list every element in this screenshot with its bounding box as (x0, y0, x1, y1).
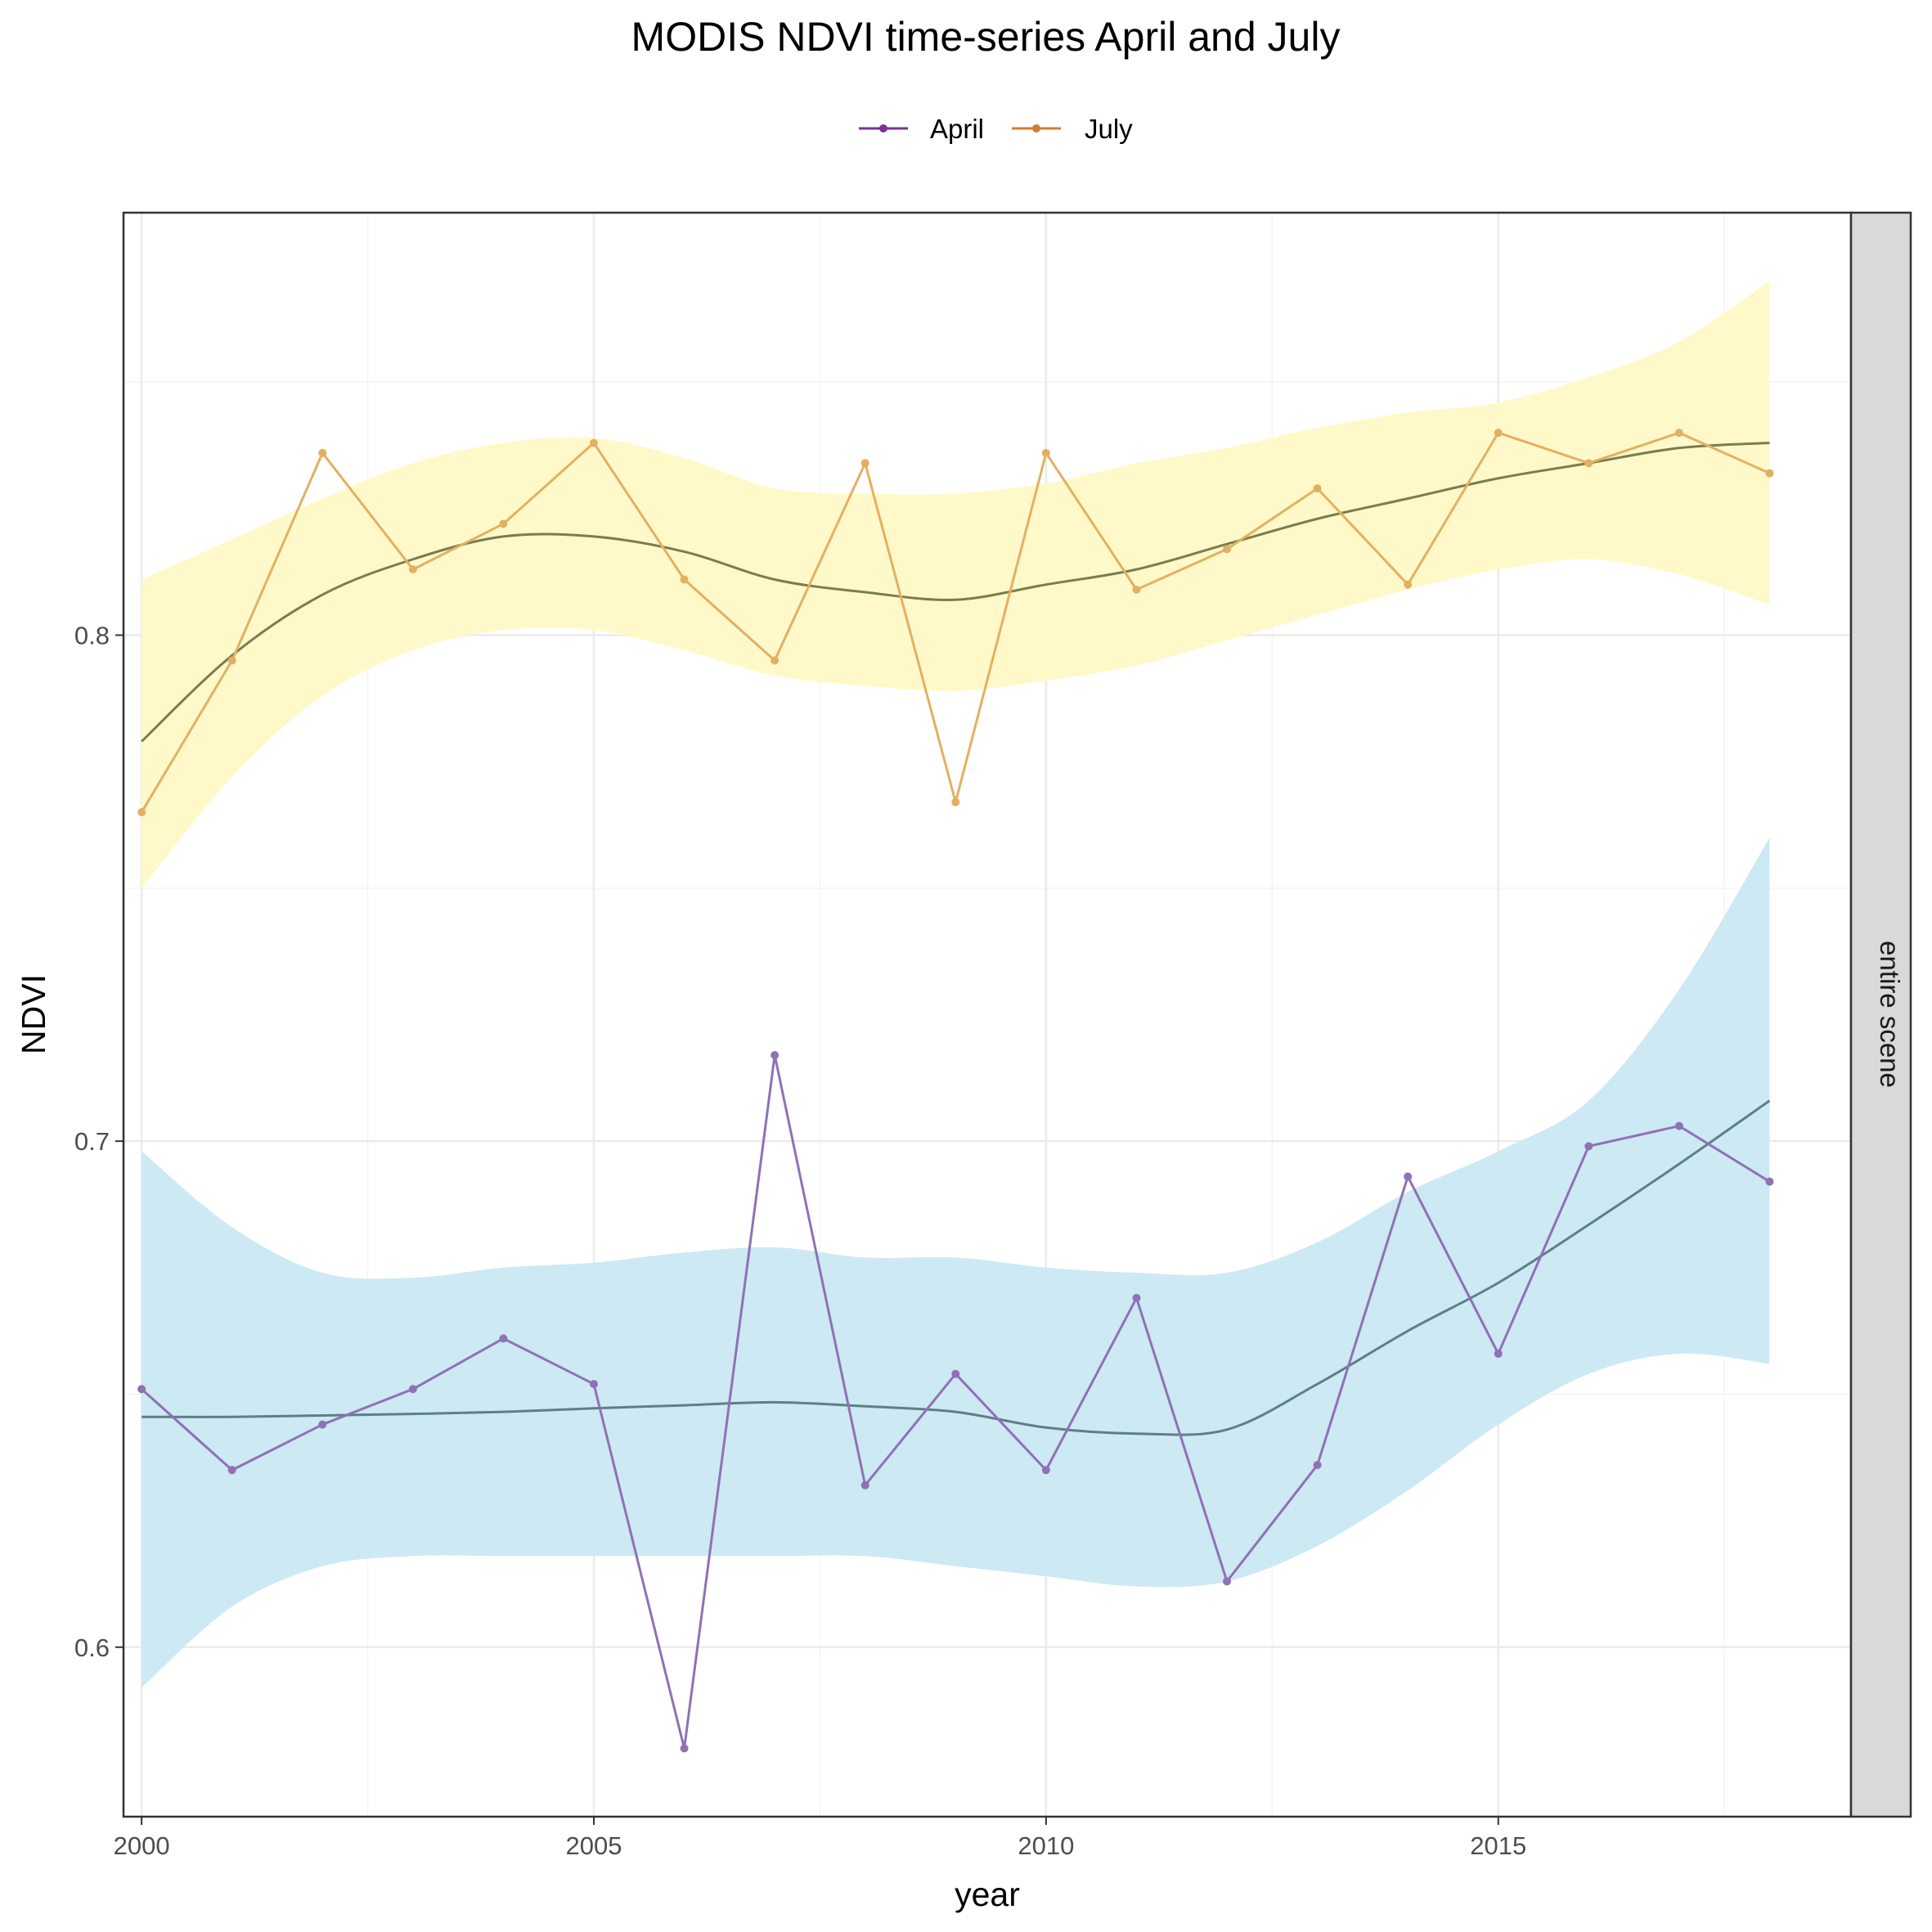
july-data-point (318, 448, 327, 457)
legend: April July (859, 114, 1133, 144)
april-data-point (1313, 1461, 1322, 1470)
april-data-point (318, 1420, 327, 1429)
y-tick-label: 0.8 (74, 622, 110, 650)
july-data-point (1223, 545, 1232, 554)
july-smooth-line (141, 441, 1770, 743)
july-data-point (771, 656, 780, 665)
july-data-point (589, 438, 598, 447)
july-data-point (137, 808, 146, 817)
april-data-point (227, 1466, 236, 1475)
data-series (137, 429, 1774, 1753)
july-data-point (680, 575, 689, 584)
april-data-point (860, 1480, 869, 1489)
april-data-point (589, 1380, 598, 1389)
x-tick-label: 2010 (1018, 1831, 1074, 1860)
chart-title: MODIS NDVI time-series April and July (631, 14, 1341, 60)
july-data-point (499, 519, 508, 528)
july-data-point (1674, 429, 1683, 438)
july-data-point (860, 459, 869, 468)
july-data-point (1765, 469, 1774, 478)
y-tick-label: 0.7 (74, 1127, 110, 1156)
x-tick-label: 2000 (114, 1831, 170, 1860)
axes: 2000 2005 2010 2015 0.6 0.7 0.8 (74, 622, 1526, 1860)
legend-april-label: April (930, 114, 984, 144)
april-data-point (1494, 1349, 1503, 1358)
legend-april-point (879, 124, 887, 133)
april-data-point (680, 1744, 689, 1753)
july-data-point (227, 656, 236, 665)
july-data-point (951, 798, 960, 806)
july-confidence-band (142, 281, 1770, 888)
july-data-point (1404, 580, 1413, 589)
april-data-point (1584, 1142, 1593, 1151)
april-data-point (1674, 1121, 1683, 1130)
july-data-point (1132, 585, 1141, 594)
july-data-point (1041, 448, 1050, 457)
facet-strip-box (1849, 211, 1912, 1818)
april-confidence-band (142, 837, 1770, 1688)
april-data-point (1041, 1466, 1050, 1475)
july-data-point (1584, 459, 1593, 468)
april-data-point (771, 1050, 780, 1059)
legend-july-point (1032, 124, 1040, 133)
y-axis-title: NDVI (15, 974, 52, 1054)
april-data-point (1404, 1172, 1413, 1181)
smooth-lines (141, 441, 1771, 1436)
legend-july-label: July (1085, 114, 1133, 144)
confidence-bands (142, 281, 1770, 1688)
july-data-point (408, 565, 417, 574)
april-data-point (951, 1369, 960, 1378)
x-tick-label: 2005 (566, 1831, 622, 1860)
facet-strip-label: entire scene (1875, 941, 1905, 1088)
x-tick-label: 2015 (1470, 1831, 1526, 1860)
y-tick-label: 0.6 (74, 1633, 110, 1662)
july-data-point (1313, 484, 1322, 493)
july-data-point (1494, 429, 1503, 438)
april-data-point (1223, 1577, 1232, 1586)
facet-strip: entire scene (1849, 211, 1912, 1818)
april-data-point (137, 1385, 146, 1394)
april-smooth-line (142, 1099, 1771, 1436)
april-data-point (1132, 1293, 1141, 1302)
april-data-point (1765, 1177, 1774, 1186)
april-data-point (499, 1334, 508, 1343)
april-data-point (408, 1385, 417, 1394)
x-axis-title: year (955, 1876, 1020, 1913)
